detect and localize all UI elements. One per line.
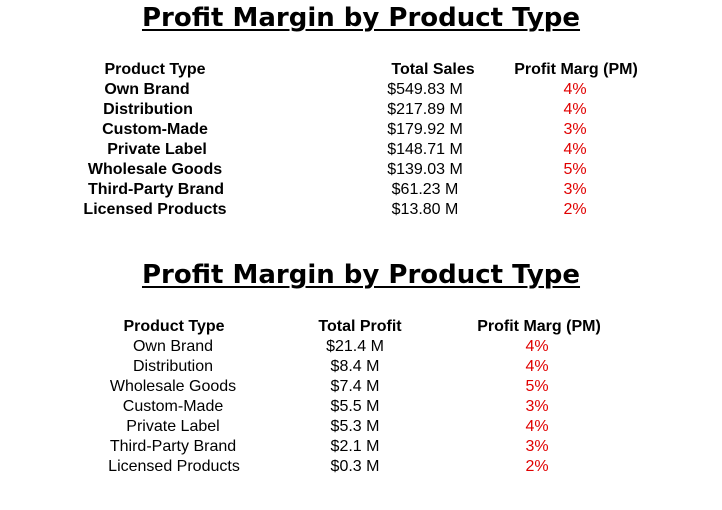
table-2-pm: 3% [525,398,549,415]
table-2-pm: 3% [525,438,549,455]
table-1-pm: 5% [563,161,587,178]
table-2-header-total-profit: Total Profit [318,318,402,335]
table-1-product: Licensed Products [83,201,227,218]
table-2-header-profit-margin: Profit Marg (PM) [477,318,601,335]
table-2-value: $21.4 M [326,338,384,355]
table-1-value: $13.80 M [391,201,459,218]
table-1-product: Distribution [103,101,193,118]
table-1-value: $549.83 M [387,81,463,98]
table-2-value: $0.3 M [330,458,380,475]
table-1-product: Custom-Made [102,121,208,138]
table-2-product: Third-Party Brand [109,438,237,455]
table-2-header-product-type: Product Type [123,318,225,335]
table-1-header-product-type: Product Type [104,61,206,78]
table-1-pm: 3% [563,121,587,138]
table-1-value: $61.23 M [391,181,459,198]
table-2-pm: 4% [525,418,549,435]
table-2-product: Custom-Made [122,398,224,415]
table-1-pm: 4% [563,141,587,158]
table-2-value: $5.5 M [330,398,380,415]
table-2-product: Own Brand [132,338,214,355]
table-2-value: $7.4 M [330,378,380,395]
table-1-value: $139.03 M [387,161,463,178]
table-2-pm: 4% [525,338,549,355]
table-2-product: Licensed Products [108,458,240,475]
table-1-header-profit-margin: Profit Marg (PM) [514,61,638,78]
table-2-pm: 2% [525,458,549,475]
table-1-product: Private Label [107,141,207,158]
table-1-product: Own Brand [104,81,190,98]
table-2-product: Distribution [132,358,214,375]
table-2-title: Profit Margin by Product Type [141,260,581,290]
table-1-pm: 3% [563,181,587,198]
table-1-pm: 4% [563,81,587,98]
table-1-value: $179.92 M [387,121,463,138]
table-1-value: $148.71 M [387,141,463,158]
table-1-header-total-sales: Total Sales [391,61,475,78]
table-2-value: $8.4 M [330,358,380,375]
table-2-value: $5.3 M [330,418,380,435]
table-1-product: Third-Party Brand [87,181,225,198]
table-2-value: $2.1 M [330,438,380,455]
table-1-title: Profit Margin by Product Type [141,3,581,33]
table-2-product: Private Label [126,418,220,435]
table-1-pm: 4% [563,101,587,118]
table-2-pm: 4% [525,358,549,375]
table-1-value: $217.89 M [387,101,463,118]
table-2-pm: 5% [525,378,549,395]
table-2-product: Wholesale Goods [109,378,237,395]
table-1-pm: 2% [563,201,587,218]
table-1-product: Wholesale Goods [87,161,223,178]
